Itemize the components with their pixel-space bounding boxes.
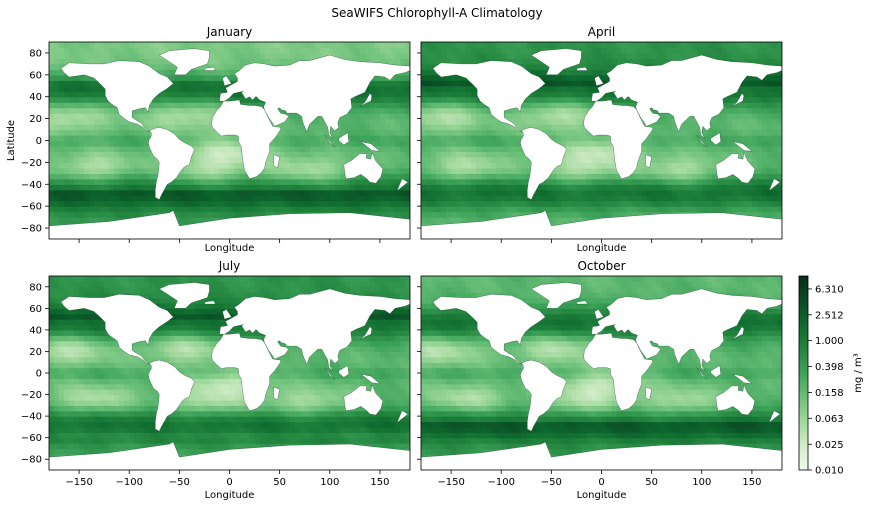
- figure-title: SeaWIFS Chlorophyll-A Climatology: [331, 6, 542, 20]
- colorbar-gradient: [798, 275, 809, 471]
- x-tick-label: 0: [598, 477, 604, 488]
- y-axis-label: Latitude: [6, 120, 17, 161]
- x-axis-label: Longitude: [205, 243, 255, 254]
- land: [421, 48, 782, 239]
- colorbar-tick-label: 0.158: [815, 388, 844, 399]
- colorbar-label: mg / m³: [853, 353, 864, 393]
- x-axis-label: Longitude: [577, 243, 627, 254]
- y-tick-label: 20: [29, 347, 42, 358]
- colorbar: 0.010 0.025 0.063 0.158 0.398 1.000 2.512 6.310…: [798, 275, 864, 477]
- panel-january: January −80 −60 −40 −20 0 20 40 60 80 Longitude Lat…: [6, 25, 411, 254]
- y-tick-label: 60: [29, 70, 42, 81]
- land: [421, 282, 782, 470]
- x-axis-label: Longitude: [577, 490, 627, 501]
- y-tick-label: 80: [29, 282, 42, 293]
- x-tick-label: −100: [115, 477, 142, 488]
- y-tick-label: −60: [21, 433, 42, 444]
- y-tick-label: −20: [21, 158, 42, 169]
- y-tick-label: 40: [29, 92, 42, 103]
- y-tick-label: 40: [29, 325, 42, 336]
- y-tick-label: −80: [21, 224, 42, 235]
- x-tick-label: −50: [169, 477, 190, 488]
- x-tick-label: −150: [65, 477, 92, 488]
- land: [49, 48, 410, 239]
- colorbar-tick-label: 0.063: [815, 414, 844, 425]
- panels: January −80 −60 −40 −20 0 20 40 60 80 Longitude Lat…: [6, 25, 783, 501]
- panel-title: April: [588, 25, 615, 39]
- x-tick-label: −150: [437, 477, 464, 488]
- y-tick-label: 0: [36, 369, 42, 380]
- colorbar-tick-label: 0.398: [815, 362, 844, 373]
- colorbar-tick-label: 0.025: [815, 440, 844, 451]
- x-tick-label: 150: [370, 477, 389, 488]
- x-tick-label: 100: [692, 477, 711, 488]
- colorbar-tick-label: 2.512: [815, 310, 844, 321]
- x-axis-label: Longitude: [205, 490, 255, 501]
- panel-october: October −150 −100 −50 0 50 100 150 Longitude: [417, 259, 783, 501]
- x-tick-label: 50: [645, 477, 658, 488]
- y-tick-label: 60: [29, 304, 42, 315]
- y-tick-label: −80: [21, 455, 42, 466]
- land: [49, 282, 410, 470]
- colorbar-tick-label: 0.010: [815, 466, 844, 477]
- x-tick-label: −50: [541, 477, 562, 488]
- panel-july: July −150 −100 −50 0 50 100 150 −80 −60 −40 −20 0 20 4…: [21, 259, 411, 501]
- x-tick-label: 100: [320, 477, 339, 488]
- y-tick-label: 20: [29, 114, 42, 125]
- panel-title: October: [577, 259, 625, 273]
- panel-title: July: [218, 259, 241, 273]
- y-tick-label: 0: [36, 136, 42, 147]
- y-tick-label: −60: [21, 202, 42, 213]
- panel-title: January: [206, 25, 253, 39]
- x-tick-label: 150: [742, 477, 761, 488]
- colorbar-tick-label: 6.310: [815, 284, 844, 295]
- x-tick-label: −100: [487, 477, 514, 488]
- y-tick-label: −40: [21, 412, 42, 423]
- y-tick-label: 80: [29, 48, 42, 59]
- y-tick-label: −40: [21, 180, 42, 191]
- panel-april: April Longitude: [417, 25, 783, 254]
- x-tick-label: 50: [273, 477, 286, 488]
- x-tick-label: 0: [226, 477, 232, 488]
- colorbar-tick-label: 1.000: [815, 336, 844, 347]
- y-tick-label: −20: [21, 390, 42, 401]
